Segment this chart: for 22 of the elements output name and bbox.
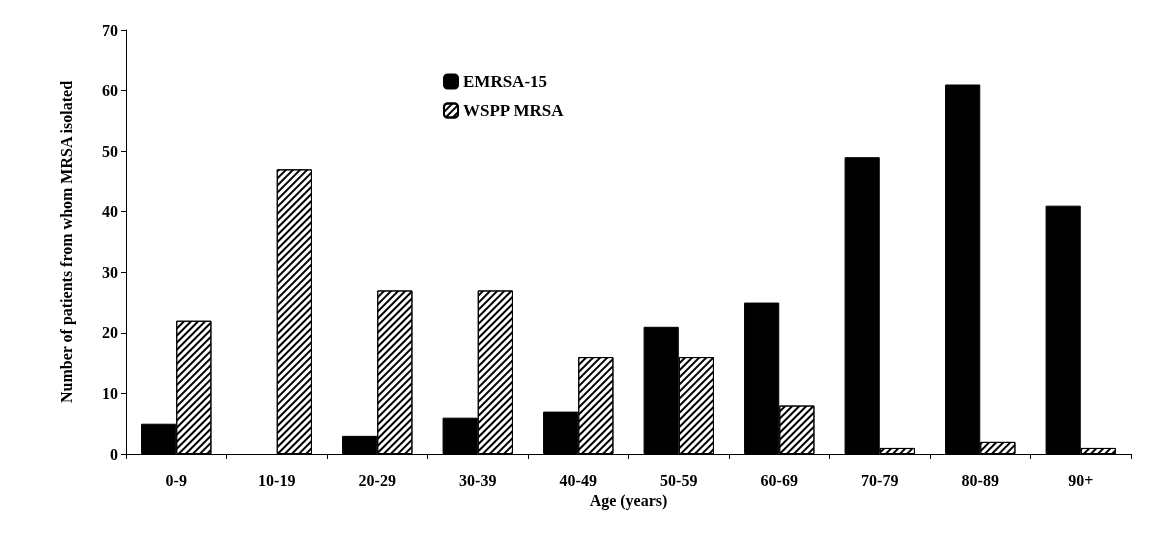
legend-label: WSPP MRSA bbox=[463, 101, 565, 120]
x-tick-label: 30-39 bbox=[459, 471, 497, 489]
x-tick-label: 60-69 bbox=[760, 471, 798, 489]
x-axis-title: Age (years) bbox=[589, 492, 668, 511]
y-tick-label: 20 bbox=[102, 324, 118, 342]
x-tick-label: 40-49 bbox=[559, 471, 597, 489]
y-tick-label: 0 bbox=[110, 445, 118, 463]
x-tick-label: 90+ bbox=[1068, 471, 1094, 489]
x-tick-label: 80-89 bbox=[961, 471, 999, 489]
x-tick-label: 0-9 bbox=[165, 471, 187, 489]
x-tick-label: 70-79 bbox=[861, 471, 899, 489]
y-tick-label: 50 bbox=[102, 142, 118, 160]
legend-label: EMRSA-15 bbox=[463, 72, 548, 91]
x-tick-label: 20-29 bbox=[358, 471, 396, 489]
y-tick-label: 30 bbox=[102, 263, 118, 281]
y-tick-label: 60 bbox=[102, 82, 118, 100]
y-axis-title: Number of patients from whom MRSA isolated bbox=[57, 80, 76, 404]
y-tick-label: 10 bbox=[102, 384, 118, 402]
x-tick-label: 10-19 bbox=[258, 471, 296, 489]
y-tick-label: 70 bbox=[102, 21, 118, 39]
y-tick-label: 40 bbox=[102, 203, 118, 221]
x-tick-label: 50-59 bbox=[660, 471, 698, 489]
